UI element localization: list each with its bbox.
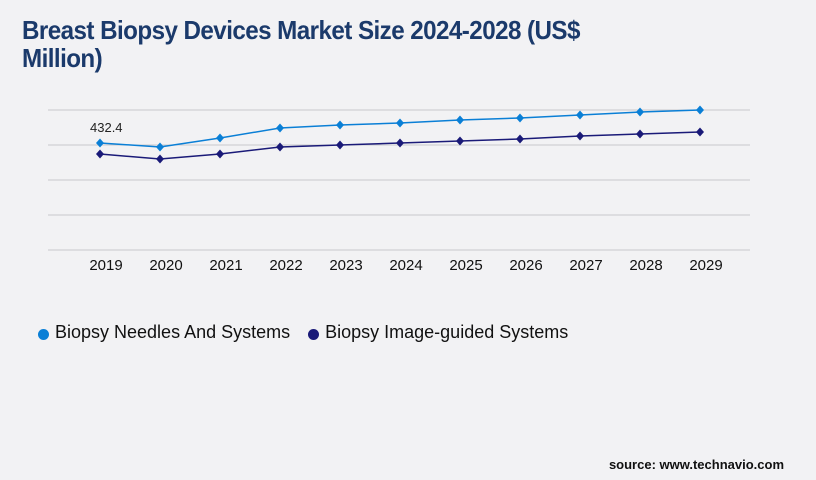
x-tick-label: 2025: [449, 257, 482, 274]
data-point: [636, 107, 644, 117]
data-point: [156, 154, 164, 164]
data-point: [216, 133, 224, 143]
data-point: [276, 142, 284, 152]
x-tick-label: 2019: [89, 257, 122, 274]
x-tick-label: 2027: [569, 257, 602, 274]
data-point: [636, 129, 644, 139]
data-point: [516, 113, 524, 123]
data-point: [516, 134, 524, 144]
legend-item-image-guided: Biopsy Image-guided Systems: [308, 322, 568, 343]
data-point: [336, 120, 344, 130]
data-point: [276, 123, 284, 133]
data-label: 432.4: [90, 120, 123, 135]
chart-title: Breast Biopsy Devices Market Size 2024-2…: [22, 15, 580, 73]
data-point: [396, 138, 404, 148]
data-point: [696, 127, 704, 137]
data-point: [456, 136, 464, 146]
legend-label-needles: Biopsy Needles And Systems: [55, 322, 291, 342]
data-point: [156, 142, 164, 152]
data-point: [576, 110, 584, 120]
legend-label-image-guided: Biopsy Image-guided Systems: [325, 322, 569, 342]
legend-item-needles: Biopsy Needles And Systems: [38, 322, 290, 343]
data-point: [216, 149, 224, 159]
legend-marker-needles: [38, 328, 49, 340]
legend: Biopsy Needles And Systems Biopsy Image-…: [38, 322, 586, 343]
data-point: [336, 140, 344, 150]
data-point: [576, 131, 584, 141]
x-tick-label: 2023: [329, 257, 362, 274]
x-tick-label: 2029: [689, 257, 722, 274]
data-point: [696, 105, 704, 115]
legend-marker-image-guided: [308, 328, 320, 340]
line-chart: 2019 2020 2021 2022 2023 2024 2025 2026 2027 2028…: [48, 105, 750, 274]
x-tick-label: 2026: [509, 257, 542, 274]
x-tick-label: 2022: [269, 257, 302, 274]
x-tick-label: 2028: [629, 257, 662, 274]
data-point: [456, 115, 464, 125]
x-tick-label: 2024: [389, 257, 422, 274]
data-point: [96, 138, 104, 148]
data-point: [96, 149, 104, 159]
x-tick-label: 2021: [209, 257, 242, 274]
x-tick-label: 2020: [149, 257, 182, 274]
source-note: source: www.technavio.com: [608, 457, 784, 472]
data-point: [396, 118, 404, 128]
